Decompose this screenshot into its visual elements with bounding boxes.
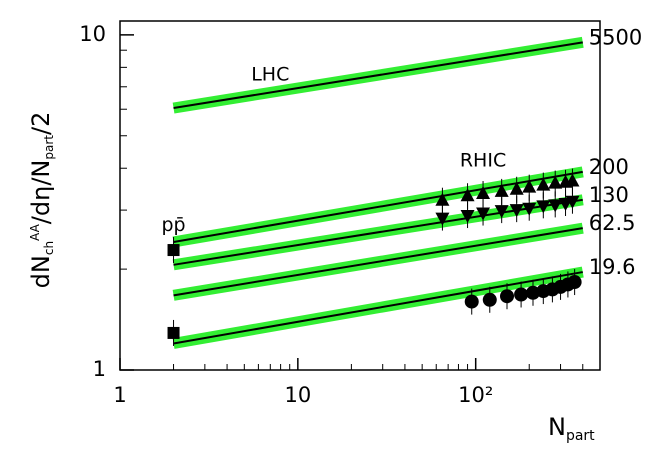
y-axis-label-part: /dη/N bbox=[27, 160, 55, 225]
marker bbox=[482, 292, 497, 307]
marker bbox=[548, 175, 563, 189]
marker bbox=[167, 244, 180, 257]
marker bbox=[435, 212, 450, 226]
marker bbox=[435, 192, 450, 206]
y-axis-label-part: AA bbox=[28, 223, 42, 241]
x-axis-label-part: N bbox=[548, 413, 566, 441]
x-axis-label-part: part bbox=[566, 428, 595, 444]
marker bbox=[509, 181, 524, 195]
marker bbox=[460, 210, 475, 224]
line-label: 19.6 bbox=[589, 255, 636, 279]
marker bbox=[494, 183, 509, 197]
marker bbox=[522, 179, 537, 193]
line-label: 62.5 bbox=[589, 211, 636, 235]
marker bbox=[500, 289, 515, 304]
marker bbox=[525, 285, 540, 300]
marker bbox=[567, 275, 582, 290]
line bbox=[173, 41, 583, 109]
y-axis-label: dNchAA/dη/Npart/2 bbox=[27, 112, 56, 289]
x-axis-label: Npart bbox=[548, 413, 595, 444]
marker bbox=[509, 204, 524, 218]
y-axis-label-part: /2 bbox=[27, 112, 55, 135]
marker bbox=[514, 287, 529, 302]
plot-frame bbox=[119, 20, 601, 371]
y-axis-label-part: dN bbox=[27, 255, 55, 288]
line bbox=[173, 170, 583, 243]
x-tick-label: 10 bbox=[284, 383, 311, 407]
marker bbox=[476, 207, 491, 221]
line bbox=[173, 227, 583, 297]
marker bbox=[460, 188, 475, 202]
marker bbox=[565, 173, 580, 187]
marker bbox=[536, 177, 551, 191]
marker bbox=[536, 200, 551, 214]
annotation: pp̄ bbox=[161, 214, 185, 236]
line-label: 200 bbox=[589, 155, 629, 179]
marker bbox=[464, 294, 479, 309]
line-label: 5500 bbox=[589, 25, 642, 49]
y-axis-label-part: ch bbox=[42, 241, 56, 255]
x-tick-label: 10² bbox=[458, 383, 493, 407]
y-tick-label: 1 bbox=[93, 357, 106, 381]
line bbox=[173, 271, 583, 345]
y-axis-label-part: part bbox=[42, 135, 56, 160]
y-tick-label: 10 bbox=[79, 22, 106, 46]
marker bbox=[565, 195, 580, 209]
marker bbox=[167, 326, 180, 339]
marker bbox=[476, 186, 491, 200]
x-tick-label: 1 bbox=[113, 383, 126, 407]
marker bbox=[522, 202, 537, 216]
annotation: RHIC bbox=[460, 150, 506, 172]
line-label: 130 bbox=[589, 183, 629, 207]
marker bbox=[494, 205, 509, 219]
marker bbox=[548, 199, 563, 213]
annotation: LHC bbox=[251, 63, 289, 85]
